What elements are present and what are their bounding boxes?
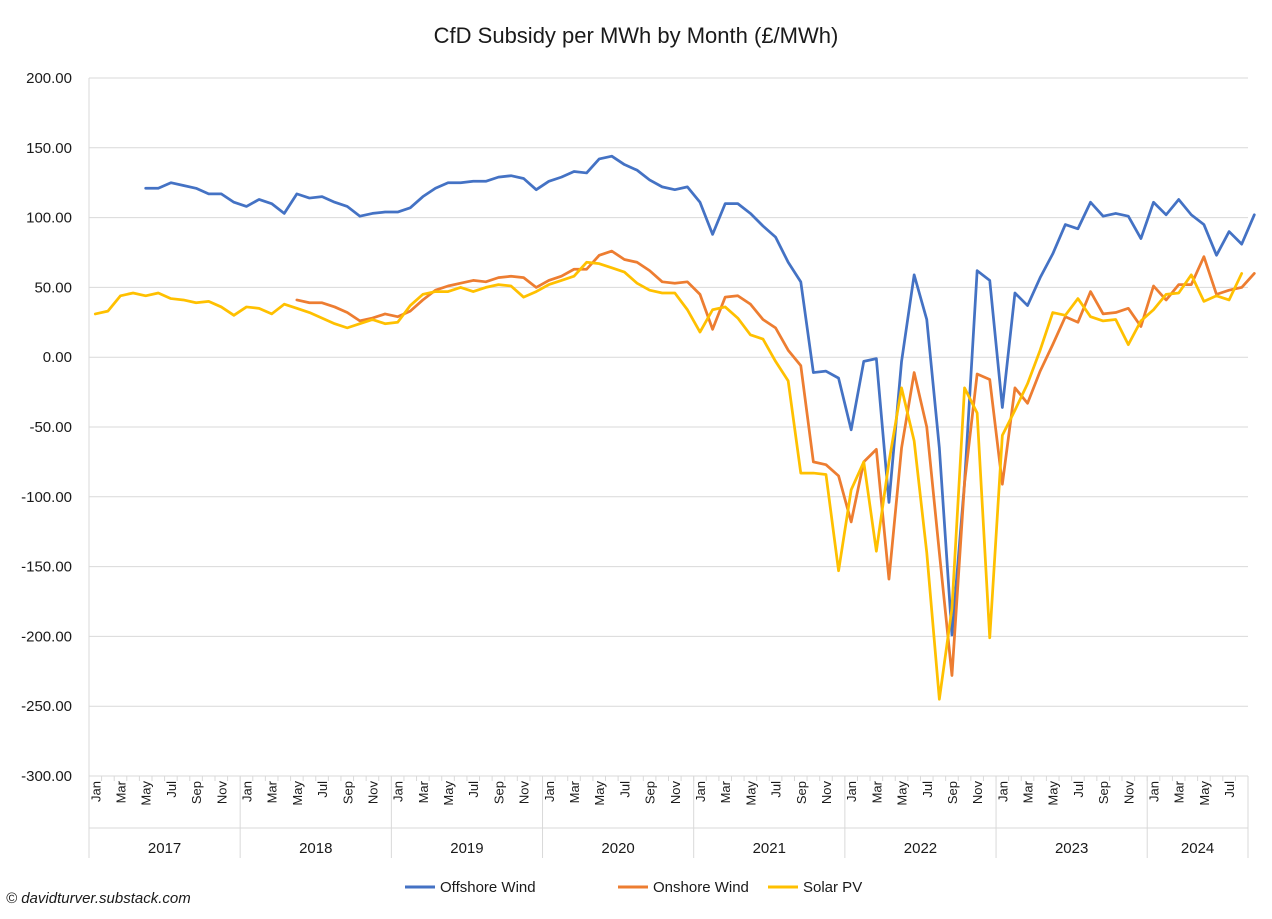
x-tick-label: Jan (391, 781, 406, 802)
year-label: 2017 (148, 840, 181, 857)
year-label: 2019 (450, 840, 483, 857)
x-tick-label: Jan (995, 781, 1010, 802)
x-tick-label: Mar (265, 780, 280, 803)
x-tick-label: Nov (970, 781, 985, 805)
x-tick-label: Jan (88, 781, 103, 802)
x-tick-label: Jan (844, 781, 859, 802)
gridlines (89, 77, 1248, 777)
x-tick-label: Jul (1071, 781, 1086, 798)
y-tick-label: -300.00 (21, 768, 72, 785)
series-lines (93, 154, 1256, 701)
x-tick-label: Sep (1096, 781, 1111, 804)
legend-label-onshore-wind: Onshore Wind (653, 879, 749, 896)
x-tick-label: Nov (1121, 781, 1136, 805)
chart-title: CfD Subsidy per MWh by Month (£/MWh) (434, 23, 839, 48)
y-tick-label: 150.00 (26, 140, 72, 157)
y-tick-label: -200.00 (21, 628, 72, 645)
x-tick-label: May (441, 781, 456, 806)
x-tick-label: Nov (668, 781, 683, 805)
x-tick-label: May (743, 781, 758, 806)
year-label: 2024 (1181, 840, 1214, 857)
series-line-offshore-wind (144, 154, 1256, 637)
x-tick-label: May (1046, 781, 1061, 806)
y-tick-label: 100.00 (26, 210, 72, 227)
series-line-onshore-wind (295, 249, 1256, 677)
legend-label-solar-pv: Solar PV (803, 879, 862, 896)
x-tick-label: Sep (643, 781, 658, 804)
x-tick-label: Mar (567, 780, 582, 803)
y-tick-label: -150.00 (21, 559, 72, 576)
y-tick-label: -250.00 (21, 698, 72, 715)
year-label: 2021 (753, 840, 786, 857)
x-tick-label: Jul (164, 781, 179, 798)
x-tick-label: Nov (517, 781, 532, 805)
year-label: 2018 (299, 840, 332, 857)
year-label: 2023 (1055, 840, 1088, 857)
x-tick-label: May (592, 781, 607, 806)
y-tick-label: -50.00 (29, 419, 72, 436)
x-tick-label: Sep (794, 781, 809, 804)
x-axis: Jan Mar May Jul Sep Nov 2017 Jan Mar May Jul Sep Nov… (88, 78, 1249, 858)
copyright-text: © davidturver.substack.com (6, 890, 191, 907)
x-tick-label: Mar (869, 780, 884, 803)
x-tick-label: May (1197, 781, 1212, 806)
y-tick-label: 0.00 (43, 349, 72, 366)
x-tick-label: Jul (920, 781, 935, 798)
x-tick-label: Mar (1172, 780, 1187, 803)
y-tick-label: 50.00 (34, 279, 72, 296)
y-tick-label: 200.00 (26, 70, 72, 87)
x-tick-label: Jul (1222, 781, 1237, 798)
year-label: 2022 (904, 840, 937, 857)
x-tick-label: Mar (416, 780, 431, 803)
x-tick-label: Nov (819, 781, 834, 805)
y-axis-ticks: 200.00 150.00 100.00 50.00 0.00 -50.00 -100.00… (21, 70, 72, 785)
x-tick-label: Sep (491, 781, 506, 804)
x-tick-label: Mar (113, 780, 128, 803)
x-tick-label: Mar (1021, 780, 1036, 803)
x-tick-label: Nov (365, 781, 380, 805)
x-tick-label: Jan (542, 781, 557, 802)
x-tick-label: Nov (214, 781, 229, 805)
x-tick-label: Jan (693, 781, 708, 802)
x-tick-label: Jan (239, 781, 254, 802)
legend-label-offshore-wind: Offshore Wind (440, 879, 536, 896)
x-tick-label: Sep (945, 781, 960, 804)
year-label: 2020 (601, 840, 634, 857)
x-tick-label: Mar (718, 780, 733, 803)
x-tick-label: May (290, 781, 305, 806)
x-tick-label: Jul (769, 781, 784, 798)
x-tick-label: May (895, 781, 910, 806)
y-tick-label: -100.00 (21, 489, 72, 506)
x-tick-label: Jul (466, 781, 481, 798)
x-tick-label: Jul (315, 781, 330, 798)
x-tick-label: May (139, 781, 154, 806)
x-tick-label: Jan (1147, 781, 1162, 802)
x-tick-label: Jul (617, 781, 632, 798)
legend: Offshore Wind Onshore Wind Solar PV (405, 879, 862, 896)
x-tick-label: Sep (189, 781, 204, 804)
series-line-solar-pv (93, 260, 1244, 701)
x-tick-label: Sep (340, 781, 355, 804)
